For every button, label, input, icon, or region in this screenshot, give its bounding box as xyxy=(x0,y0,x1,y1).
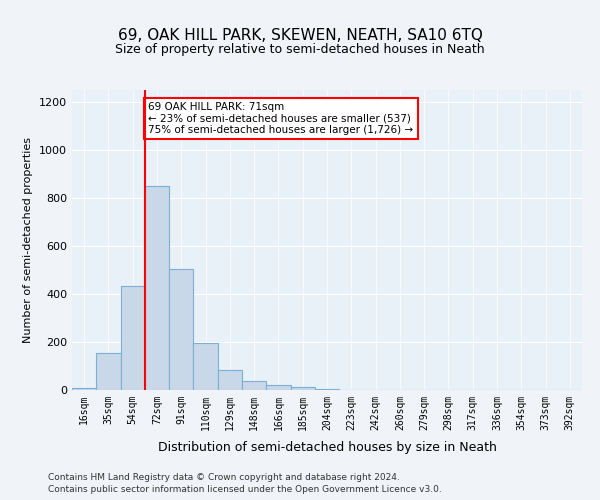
Bar xyxy=(72,388,96,390)
Text: Contains public sector information licensed under the Open Government Licence v3: Contains public sector information licen… xyxy=(48,485,442,494)
Bar xyxy=(96,353,121,390)
Bar xyxy=(145,186,169,390)
Bar xyxy=(315,389,339,390)
Bar xyxy=(266,384,290,390)
Text: Size of property relative to semi-detached houses in Neath: Size of property relative to semi-detach… xyxy=(115,42,485,56)
Text: Contains HM Land Registry data © Crown copyright and database right 2024.: Contains HM Land Registry data © Crown c… xyxy=(48,472,400,482)
Text: 69, OAK HILL PARK, SKEWEN, NEATH, SA10 6TQ: 69, OAK HILL PARK, SKEWEN, NEATH, SA10 6… xyxy=(118,28,482,42)
Bar xyxy=(218,370,242,390)
Text: 69 OAK HILL PARK: 71sqm
← 23% of semi-detached houses are smaller (537)
75% of s: 69 OAK HILL PARK: 71sqm ← 23% of semi-de… xyxy=(149,102,413,135)
Bar xyxy=(169,269,193,390)
Bar xyxy=(290,387,315,390)
Bar xyxy=(193,343,218,390)
Bar xyxy=(242,381,266,390)
X-axis label: Distribution of semi-detached houses by size in Neath: Distribution of semi-detached houses by … xyxy=(158,441,496,454)
Y-axis label: Number of semi-detached properties: Number of semi-detached properties xyxy=(23,137,34,343)
Bar xyxy=(121,286,145,390)
